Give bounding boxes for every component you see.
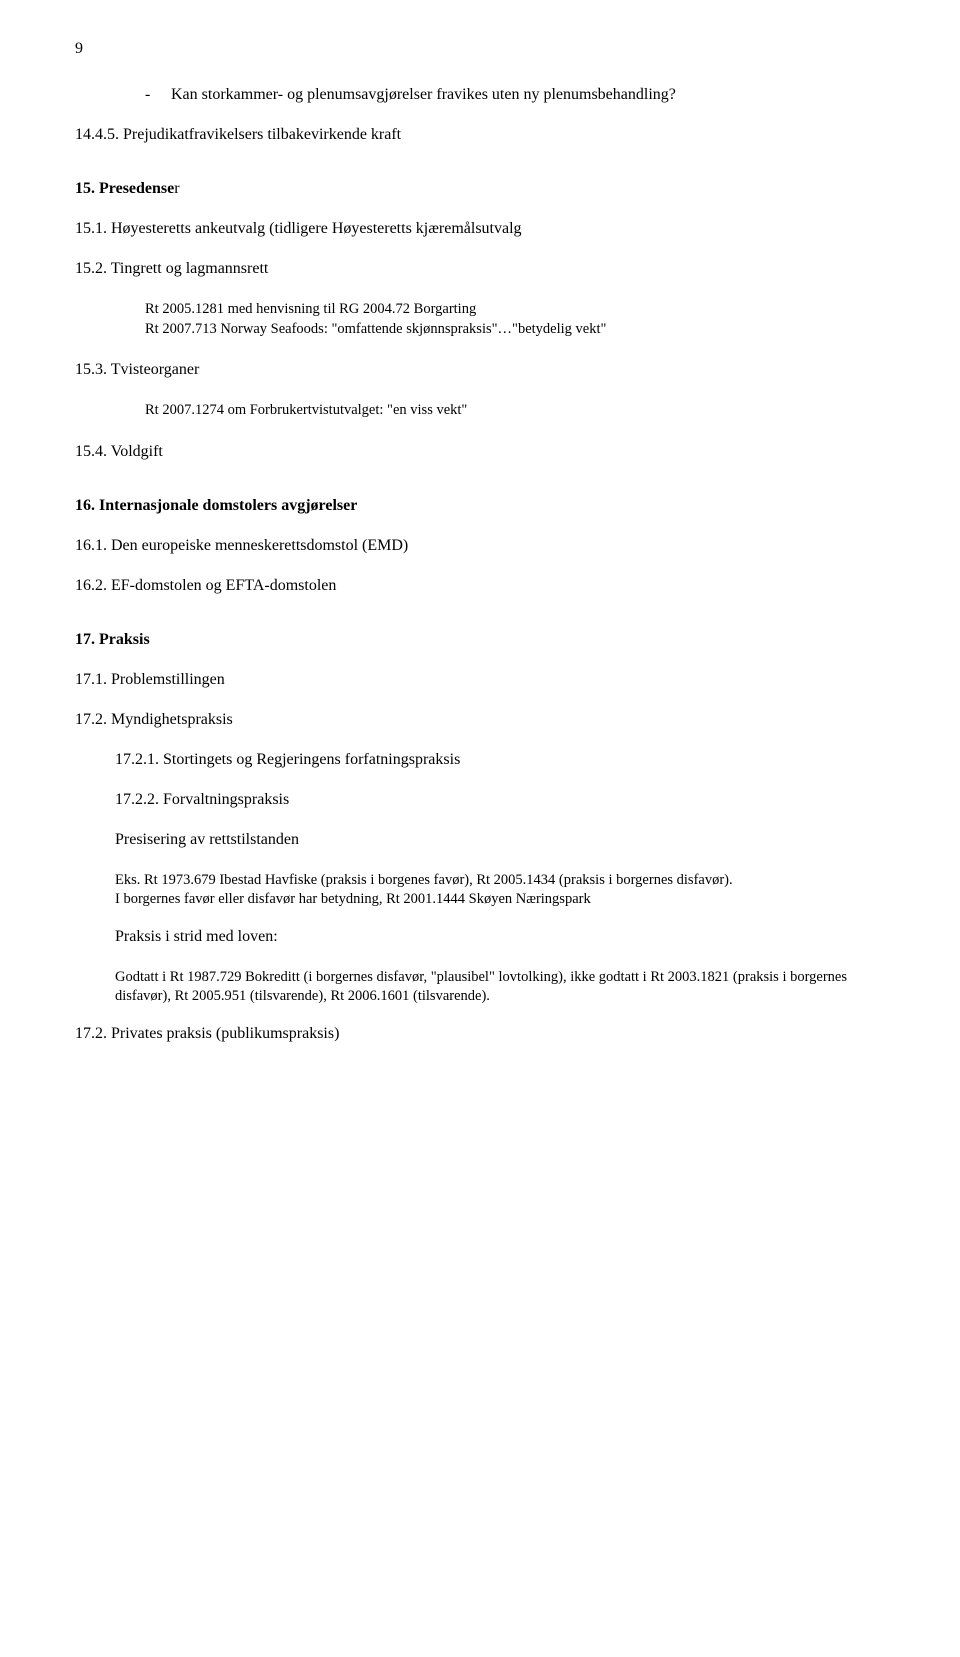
strid-label: Praksis i strid med loven:	[115, 928, 885, 946]
heading-16: 16. Internasjonale domstolers avgjørelse…	[75, 497, 885, 515]
page-number: 9	[75, 40, 885, 58]
document-page: 9 - Kan storkammer- og plenumsavgjørelse…	[0, 0, 960, 1125]
godtatt-paragraph: Godtatt i Rt 1987.729 Bokreditt (i borge…	[115, 968, 885, 1007]
heading-num: 15.3.	[75, 361, 107, 378]
heading-num: 17.2.2.	[115, 791, 159, 808]
heading-17-2b: 17.2. Privates praksis (publikumspraksis…	[75, 1025, 885, 1043]
heading-text: Praksis	[99, 631, 150, 648]
heading-text: Internasjonale domstolers avgjørelser	[99, 497, 357, 514]
heading-15-3: 15.3. Tvisteorganer	[75, 361, 885, 379]
bullet-item: - Kan storkammer- og plenumsavgjørelser …	[145, 86, 885, 104]
heading-15-4: 15.4. Voldgift	[75, 443, 885, 461]
heading-text: Tingrett og lagmannsrett	[111, 260, 269, 277]
heading-text: Presedense	[99, 180, 174, 197]
heading-text: Problemstillingen	[111, 671, 225, 688]
heading-num: 16.1.	[75, 537, 107, 554]
heading-17-2: 17.2. Myndighetspraksis	[75, 711, 885, 729]
reference-line: Rt 2007.1274 om Forbrukertvistutvalget: …	[145, 401, 885, 421]
heading-num: 17.1.	[75, 671, 107, 688]
heading-num: 15.2.	[75, 260, 107, 277]
reference-block-15-3: Rt 2007.1274 om Forbrukertvistutvalget: …	[145, 401, 885, 421]
heading-num: 15.1.	[75, 220, 107, 237]
heading-text: Prejudikatfravikelsers tilbakevirkende k…	[123, 126, 401, 143]
heading-text: Forvaltningspraksis	[163, 791, 289, 808]
reference-block-15-2: Rt 2005.1281 med henvisning til RG 2004.…	[145, 300, 885, 339]
presisering-label: Presisering av rettstilstanden	[115, 831, 885, 849]
heading-17-1: 17.1. Problemstillingen	[75, 671, 885, 689]
heading-num: 15.	[75, 180, 95, 197]
heading-17-2-2: 17.2.2. Forvaltningspraksis	[115, 791, 885, 809]
heading-text: Tvisteorganer	[111, 361, 200, 378]
reference-line: Rt 2007.713 Norway Seafoods: "omfattende…	[145, 320, 885, 340]
heading-15: 15. Presedenser	[75, 180, 885, 198]
heading-16-2: 16.2. EF-domstolen og EFTA-domstolen	[75, 577, 885, 595]
reference-line: Rt 2005.1281 med henvisning til RG 2004.…	[145, 300, 885, 320]
heading-num: 17.	[75, 631, 95, 648]
heading-num: 17.2.1.	[115, 751, 159, 768]
heading-num: 17.2.	[75, 1025, 107, 1042]
heading-num: 15.4.	[75, 443, 107, 460]
bullet-dash: -	[145, 86, 171, 104]
heading-num: 16.2.	[75, 577, 107, 594]
heading-text: Stortingets og Regjeringens forfatningsp…	[163, 751, 460, 768]
heading-num: 17.2.	[75, 711, 107, 728]
heading-text: Myndighetspraksis	[111, 711, 233, 728]
eks-line: Eks. Rt 1973.679 Ibestad Havfiske (praks…	[115, 872, 733, 888]
heading-17: 17. Praksis	[75, 631, 885, 649]
godtatt-line: Godtatt i Rt 1987.729 Bokreditt (i borge…	[115, 969, 847, 1005]
eks-line: I borgernes favør eller disfavør har bet…	[115, 891, 591, 907]
heading-text: Den europeiske menneskerettsdomstol (EMD…	[111, 537, 408, 554]
heading-15-1: 15.1. Høyesteretts ankeutvalg (tidligere…	[75, 220, 885, 238]
heading-text: Privates praksis (publikumspraksis)	[111, 1025, 339, 1042]
bullet-text: Kan storkammer- og plenumsavgjørelser fr…	[171, 86, 676, 104]
heading-text: Voldgift	[111, 443, 163, 460]
heading-15-2: 15.2. Tingrett og lagmannsrett	[75, 260, 885, 278]
heading-text: EF-domstolen og EFTA-domstolen	[111, 577, 336, 594]
heading-num: 14.4.5.	[75, 126, 119, 143]
heading-num: 16.	[75, 497, 95, 514]
eks-paragraph: Eks. Rt 1973.679 Ibestad Havfiske (praks…	[115, 871, 885, 910]
heading-14-4-5: 14.4.5. Prejudikatfravikelsers tilbakevi…	[75, 126, 885, 144]
heading-17-2-1: 17.2.1. Stortingets og Regjeringens forf…	[115, 751, 885, 769]
heading-suffix: r	[174, 180, 179, 197]
heading-16-1: 16.1. Den europeiske menneskerettsdomsto…	[75, 537, 885, 555]
heading-text: Høyesteretts ankeutvalg (tidligere Høyes…	[111, 220, 522, 237]
